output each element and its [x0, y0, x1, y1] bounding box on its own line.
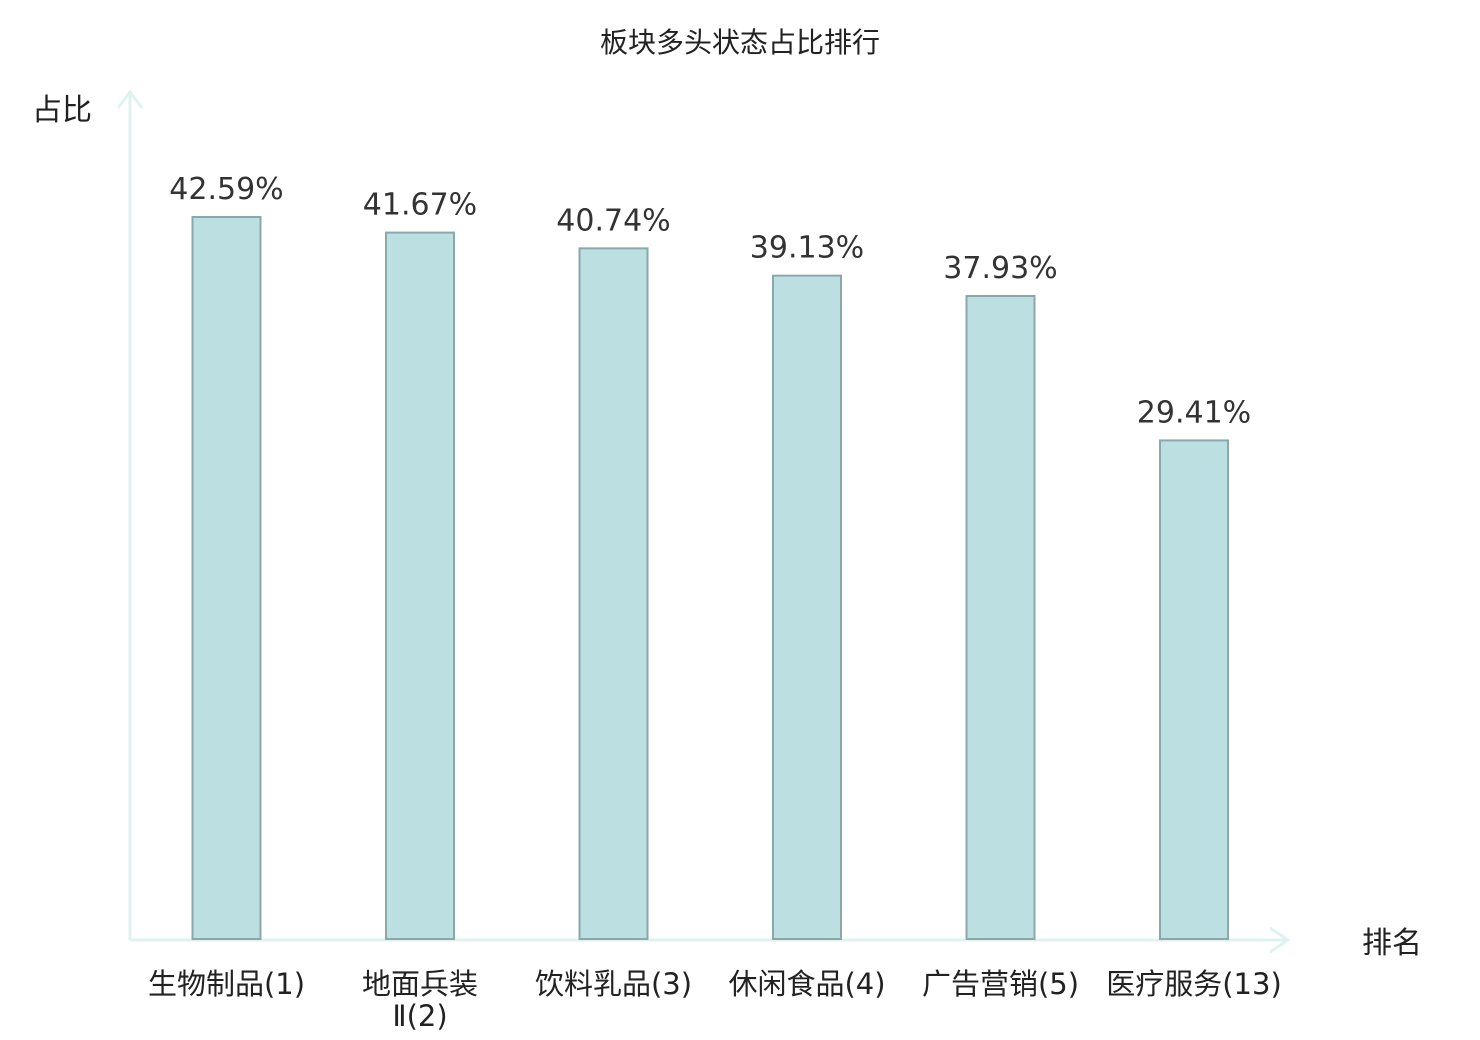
y-axis-arrow-icon — [116, 89, 144, 109]
x-axis-label: 排名 — [1362, 926, 1422, 961]
bar-5 — [965, 294, 1036, 941]
bar-6 — [1159, 439, 1229, 940]
bars-group — [191, 216, 1229, 941]
bar-4 — [772, 274, 842, 940]
x-tick-label-1: 生物制品(1) — [148, 967, 305, 1001]
x-tick-label-2: 地面兵装 Ⅱ(2) — [362, 967, 478, 1033]
value-label-6: 29.41% — [1137, 395, 1251, 430]
bar-2 — [385, 231, 455, 941]
value-label-1: 42.59% — [169, 172, 283, 207]
value-label-2: 41.67% — [363, 188, 477, 223]
x-tick-label-5: 广告营销(5) — [922, 967, 1079, 1001]
bar-1 — [191, 216, 262, 940]
value-label-3: 40.74% — [556, 203, 670, 238]
value-labels-group: 42.59% 41.67% 40.74% 39.13% 37.93% 29.41% — [169, 172, 1251, 430]
value-label-5: 37.93% — [943, 251, 1057, 286]
x-tick-label-3: 饮料乳品(3) — [535, 967, 692, 1001]
x-tick-label-6: 医疗服务(13) — [1106, 967, 1282, 1001]
x-tick-label-4: 休闲食品(4) — [728, 967, 885, 1001]
x-axis-arrow-icon — [1269, 926, 1291, 954]
y-axis-label: 占比 — [32, 93, 92, 128]
value-label-4: 39.13% — [750, 231, 864, 266]
tick-labels-group: 生物制品(1) 地面兵装 Ⅱ(2) 饮料乳品(3) 休闲食品(4) 广告营销(5) 医疗服务… — [148, 967, 1282, 1033]
chart-title: 板块多头状态占比排行 — [600, 26, 880, 59]
bar-3 — [578, 247, 649, 940]
